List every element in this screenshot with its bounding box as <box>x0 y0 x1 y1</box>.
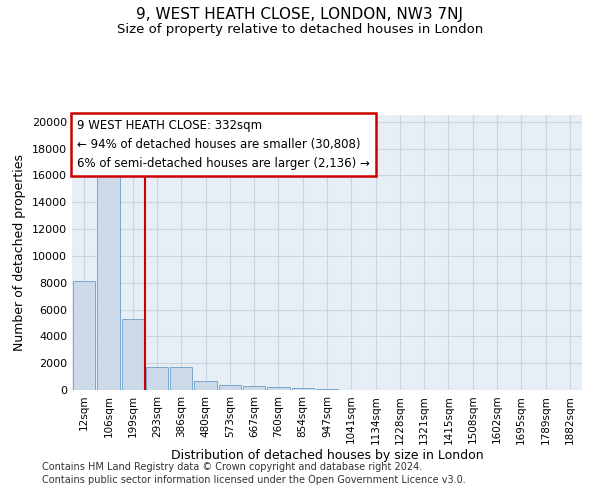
Bar <box>292 388 314 390</box>
Bar <box>146 366 168 390</box>
Bar <box>243 386 265 390</box>
Text: Contains HM Land Registry data © Crown copyright and database right 2024.: Contains HM Land Registry data © Crown c… <box>42 462 422 472</box>
Text: Contains public sector information licensed under the Open Government Licence v3: Contains public sector information licen… <box>42 475 466 485</box>
X-axis label: Distribution of detached houses by size in London: Distribution of detached houses by size … <box>170 449 484 462</box>
Bar <box>97 168 119 390</box>
Text: 9, WEST HEATH CLOSE, LONDON, NW3 7NJ: 9, WEST HEATH CLOSE, LONDON, NW3 7NJ <box>137 8 464 22</box>
Bar <box>194 380 217 390</box>
Y-axis label: Number of detached properties: Number of detached properties <box>13 154 26 351</box>
Bar <box>218 386 241 390</box>
Bar <box>122 319 144 390</box>
Bar <box>267 387 290 390</box>
Text: Size of property relative to detached houses in London: Size of property relative to detached ho… <box>117 22 483 36</box>
Bar <box>73 282 95 390</box>
Text: 9 WEST HEATH CLOSE: 332sqm
← 94% of detached houses are smaller (30,808)
6% of s: 9 WEST HEATH CLOSE: 332sqm ← 94% of deta… <box>77 119 370 170</box>
Bar <box>170 366 193 390</box>
